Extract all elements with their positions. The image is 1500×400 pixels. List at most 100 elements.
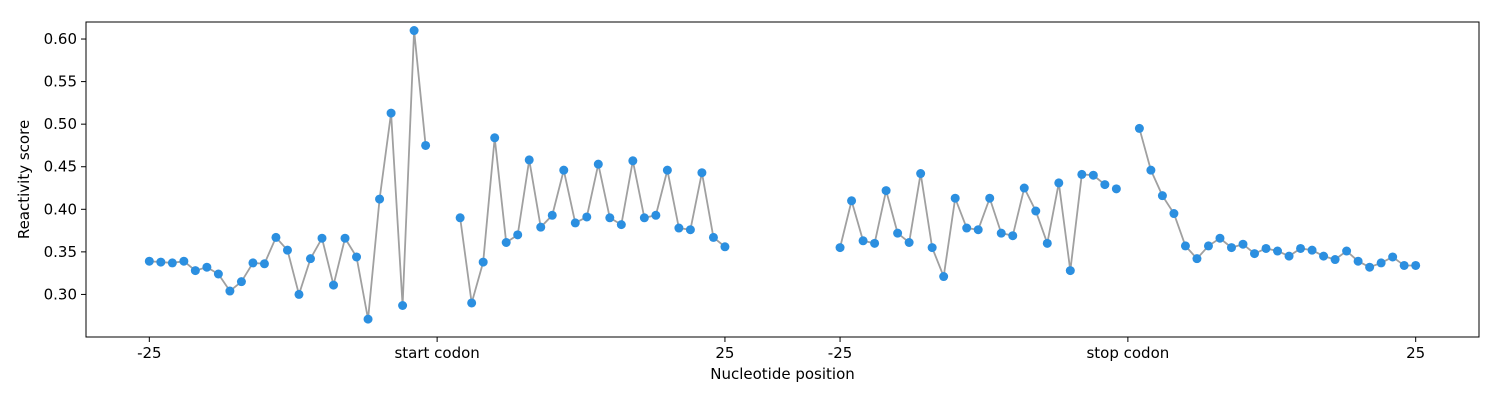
data-point (501, 238, 511, 247)
data-point (835, 243, 845, 253)
data-point (582, 212, 592, 222)
data-point (1353, 256, 1363, 266)
data-point (179, 256, 189, 266)
data-point (547, 210, 557, 220)
data-point (1238, 239, 1248, 249)
data-point (352, 252, 362, 262)
data-point (893, 228, 903, 238)
data-point (167, 258, 177, 268)
data-point (213, 269, 223, 279)
y-tick-label: 0.45 (44, 158, 77, 176)
x-tick-label: 25 (1406, 344, 1425, 362)
data-point (329, 280, 339, 290)
data-point (490, 133, 500, 143)
data-point (985, 193, 995, 203)
data-point (996, 228, 1006, 238)
series-line-segment-3 (839, 173, 1106, 280)
x-tick-label: stop codon (1086, 344, 1169, 362)
data-point (271, 232, 281, 242)
data-point (1111, 184, 1121, 194)
data-point (1203, 241, 1213, 251)
data-point (674, 223, 684, 233)
data-point (1157, 191, 1167, 201)
data-point (524, 155, 534, 165)
data-point (363, 314, 373, 324)
data-point (1077, 169, 1087, 179)
data-point (962, 223, 972, 233)
data-point (455, 213, 465, 223)
data-point (1054, 178, 1064, 188)
series-line-segment-5 (1138, 128, 1416, 269)
data-point (259, 259, 269, 269)
y-tick-label: 0.50 (44, 115, 77, 133)
data-point (305, 254, 315, 264)
data-point (1019, 183, 1029, 193)
data-point (605, 213, 615, 223)
data-point (651, 210, 661, 220)
data-point (1250, 249, 1260, 259)
data-point (421, 140, 431, 150)
data-point (616, 220, 626, 230)
series-line-segment-1 (149, 30, 427, 320)
y-tick-label: 0.35 (44, 243, 77, 261)
data-point (1261, 243, 1271, 253)
y-tick-label: 0.55 (44, 73, 77, 91)
data-point (1088, 170, 1098, 180)
y-tick-label: 0.40 (44, 200, 77, 218)
data-point (916, 169, 926, 179)
data-point (697, 168, 707, 178)
data-point (1365, 262, 1375, 272)
data-point (478, 257, 488, 267)
data-point (559, 165, 569, 175)
data-point (1180, 241, 1190, 251)
data-point (870, 238, 880, 248)
data-point (1284, 251, 1294, 261)
data-point (1065, 266, 1075, 276)
data-point (294, 289, 304, 299)
data-point (1273, 246, 1283, 256)
data-point (282, 245, 292, 255)
data-point (593, 159, 603, 169)
data-point (1192, 254, 1202, 264)
data-point (720, 242, 730, 252)
plot-frame (85, 21, 1480, 338)
data-point (1399, 260, 1409, 270)
y-axis: 0.30 0.35 0.40 0.45 0.50 0.55 0.60 (44, 30, 86, 303)
x-tick-label: 25 (715, 344, 734, 362)
data-point (881, 186, 891, 196)
data-point (1330, 255, 1340, 265)
data-point (685, 225, 695, 235)
data-point (409, 26, 419, 36)
data-point (236, 277, 246, 287)
data-point (1296, 243, 1306, 253)
data-point (340, 233, 350, 243)
data-point (1411, 260, 1421, 270)
data-point (1031, 206, 1041, 216)
series-lines (149, 30, 1416, 320)
x-tick-label: -25 (828, 344, 853, 362)
data-point (375, 194, 385, 204)
data-point (225, 286, 235, 296)
data-point (708, 232, 718, 242)
data-point (1376, 258, 1386, 268)
x-tick-label: -25 (137, 344, 162, 362)
data-point (1215, 233, 1225, 243)
data-point (1042, 238, 1052, 248)
data-point (536, 222, 546, 232)
data-point (939, 272, 949, 282)
data-point (858, 236, 868, 246)
x-tick-label: start codon (394, 344, 479, 362)
data-point (973, 225, 983, 235)
data-point (248, 258, 258, 268)
data-point (513, 230, 523, 240)
data-point (202, 262, 212, 272)
data-point (570, 218, 580, 228)
series-markers (144, 26, 1421, 324)
x-axis: -25 start codon 25 -25 stop codon 25 (137, 337, 1425, 362)
x-axis-title: Nucleotide position (710, 365, 855, 383)
data-point (1100, 180, 1110, 190)
data-point (156, 257, 166, 267)
y-axis-title: Reactivity score (15, 120, 33, 239)
data-point (1388, 252, 1398, 262)
data-point (847, 196, 857, 206)
